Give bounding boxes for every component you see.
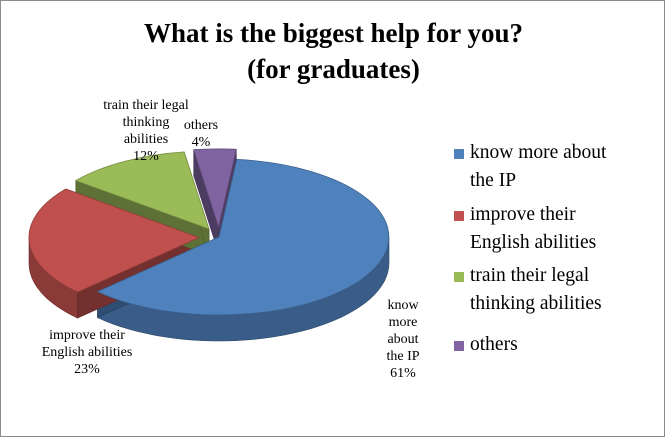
legend-label: others [470,334,518,355]
data-label-train-legal-thinking: train their legal thinking abilities 12% [81,97,211,165]
chart-title: What is the biggest help for you? [143,18,524,48]
data-label-percent: 12% [133,149,159,164]
data-label-text: about [387,332,419,347]
data-label-text: know [387,298,419,313]
data-label-percent: 4% [191,135,211,150]
data-label-improve-english: improve their English abilities 23% [7,327,167,378]
legend-swatch [454,341,464,351]
data-label-text: thinking [122,115,170,130]
data-label-text: the IP [386,349,420,364]
data-label-text: English abilities [41,345,133,360]
data-label-text: train their legal [103,98,189,113]
data-label-percent: 61% [390,366,416,381]
data-label-text: improve their [49,328,125,343]
data-label-text: more [388,315,418,330]
legend-label: train their legal thinking abilities [470,265,602,314]
chart-subtitle: (for graduates) [247,54,420,84]
legend-label: improve their English abilities [470,204,597,253]
pie-slice-others [193,148,237,229]
pie-slice-improve-english [28,188,201,293]
legend-label: know more about the IP [470,142,607,191]
data-label-know-more-ip: know more about the IP 61% [373,297,433,382]
pie-slice-train-legal-thinking [74,151,210,230]
pie-slice-know-more-ip [96,158,390,316]
data-label-text: others [183,118,219,133]
data-label-percent: 23% [74,362,100,377]
legend-swatch [454,149,464,159]
legend-swatch [454,272,464,282]
legend-swatch [454,211,464,221]
data-label-text: abilities [123,132,169,147]
data-label-others: others 4% [171,117,231,151]
